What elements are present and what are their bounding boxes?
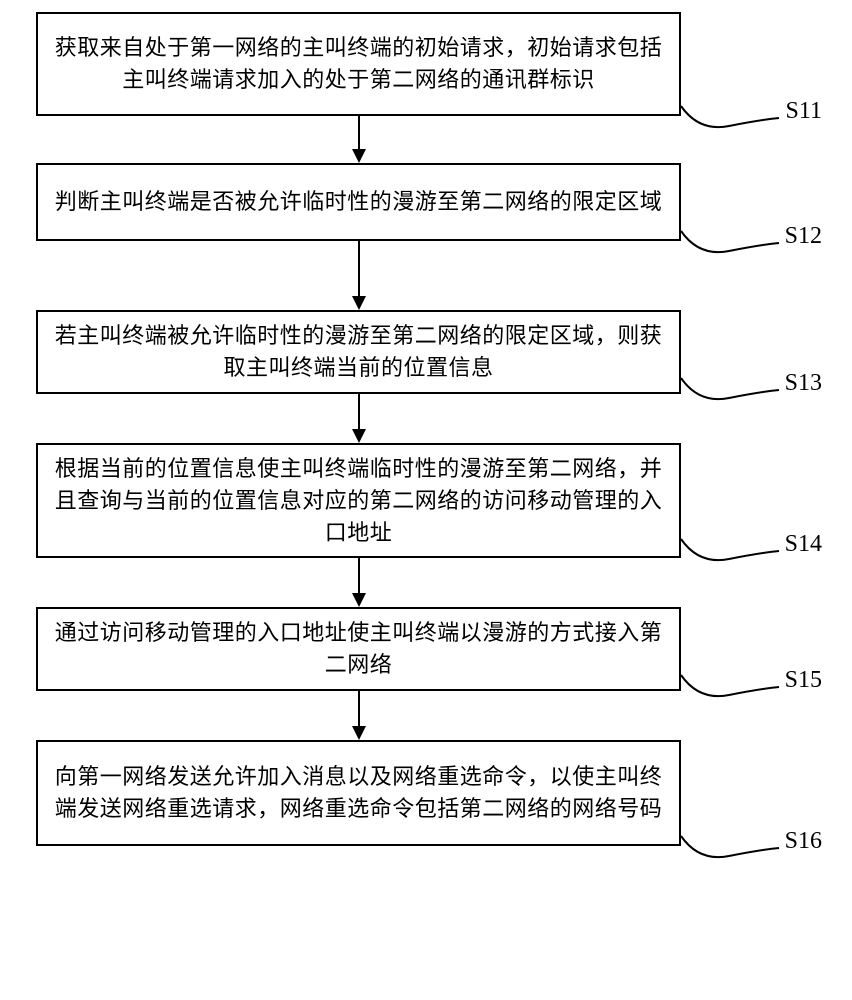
flowchart-step: 判断主叫终端是否被允许临时性的漫游至第二网络的限定区域S12 — [0, 163, 852, 241]
label-connector — [679, 673, 799, 713]
arrow-line — [358, 394, 360, 430]
step-box: 获取来自处于第一网络的主叫终端的初始请求，初始请求包括主叫终端请求加入的处于第二… — [36, 12, 681, 116]
arrow-line — [358, 558, 360, 594]
step-box: 判断主叫终端是否被允许临时性的漫游至第二网络的限定区域 — [36, 163, 681, 241]
flowchart-step: 若主叫终端被允许临时性的漫游至第二网络的限定区域，则获取主叫终端当前的位置信息 S… — [0, 310, 852, 394]
arrow-connector — [36, 116, 681, 163]
step-label: S16 — [785, 828, 822, 855]
step-text: 根据当前的位置信息使主叫终端临时性的漫游至第二网络，并且查询与当前的位置信息对应… — [52, 453, 665, 549]
label-connector — [679, 104, 799, 144]
arrow-head-icon — [352, 429, 366, 443]
step-box: 若主叫终端被允许临时性的漫游至第二网络的限定区域，则获取主叫终端当前的位置信息 — [36, 310, 681, 394]
arrow-connector — [36, 691, 681, 740]
step-text: 获取来自处于第一网络的主叫终端的初始请求，初始请求包括主叫终端请求加入的处于第二… — [52, 32, 665, 96]
label-connector — [679, 376, 799, 416]
step-text: 通过访问移动管理的入口地址使主叫终端以漫游的方式接入第二网络 — [52, 617, 665, 681]
arrow-head-icon — [352, 296, 366, 310]
flowchart-step: 向第一网络发送允许加入消息以及网络重选命令，以使主叫终端发送网络重选请求，网络重… — [0, 740, 852, 846]
arrow-line — [358, 116, 360, 150]
arrow-line — [358, 691, 360, 727]
step-label: S12 — [785, 223, 822, 250]
arrow-connector — [36, 558, 681, 607]
arrow-head-icon — [352, 593, 366, 607]
step-label: S14 — [785, 531, 822, 558]
flowchart-container: 获取来自处于第一网络的主叫终端的初始请求，初始请求包括主叫终端请求加入的处于第二… — [0, 0, 852, 846]
step-label: S15 — [785, 667, 822, 694]
flowchart-step: 获取来自处于第一网络的主叫终端的初始请求，初始请求包括主叫终端请求加入的处于第二… — [0, 12, 852, 116]
label-connector — [679, 229, 799, 269]
flowchart-step: 根据当前的位置信息使主叫终端临时性的漫游至第二网络，并且查询与当前的位置信息对应… — [0, 443, 852, 559]
step-box: 通过访问移动管理的入口地址使主叫终端以漫游的方式接入第二网络 — [36, 607, 681, 691]
label-connector — [679, 834, 799, 874]
arrow-head-icon — [352, 726, 366, 740]
step-label: S13 — [785, 370, 822, 397]
arrow-connector — [36, 394, 681, 443]
step-box: 根据当前的位置信息使主叫终端临时性的漫游至第二网络，并且查询与当前的位置信息对应… — [36, 443, 681, 559]
arrow-head-icon — [352, 149, 366, 163]
step-text: 判断主叫终端是否被允许临时性的漫游至第二网络的限定区域 — [55, 186, 663, 218]
label-connector — [679, 537, 799, 577]
step-text: 若主叫终端被允许临时性的漫游至第二网络的限定区域，则获取主叫终端当前的位置信息 — [52, 320, 665, 384]
arrow-line — [358, 241, 360, 297]
step-box: 向第一网络发送允许加入消息以及网络重选命令，以使主叫终端发送网络重选请求，网络重… — [36, 740, 681, 846]
arrow-connector — [36, 241, 681, 310]
flowchart-step: 通过访问移动管理的入口地址使主叫终端以漫游的方式接入第二网络 S15 — [0, 607, 852, 691]
step-label: S11 — [786, 98, 822, 125]
step-text: 向第一网络发送允许加入消息以及网络重选命令，以使主叫终端发送网络重选请求，网络重… — [52, 761, 665, 825]
